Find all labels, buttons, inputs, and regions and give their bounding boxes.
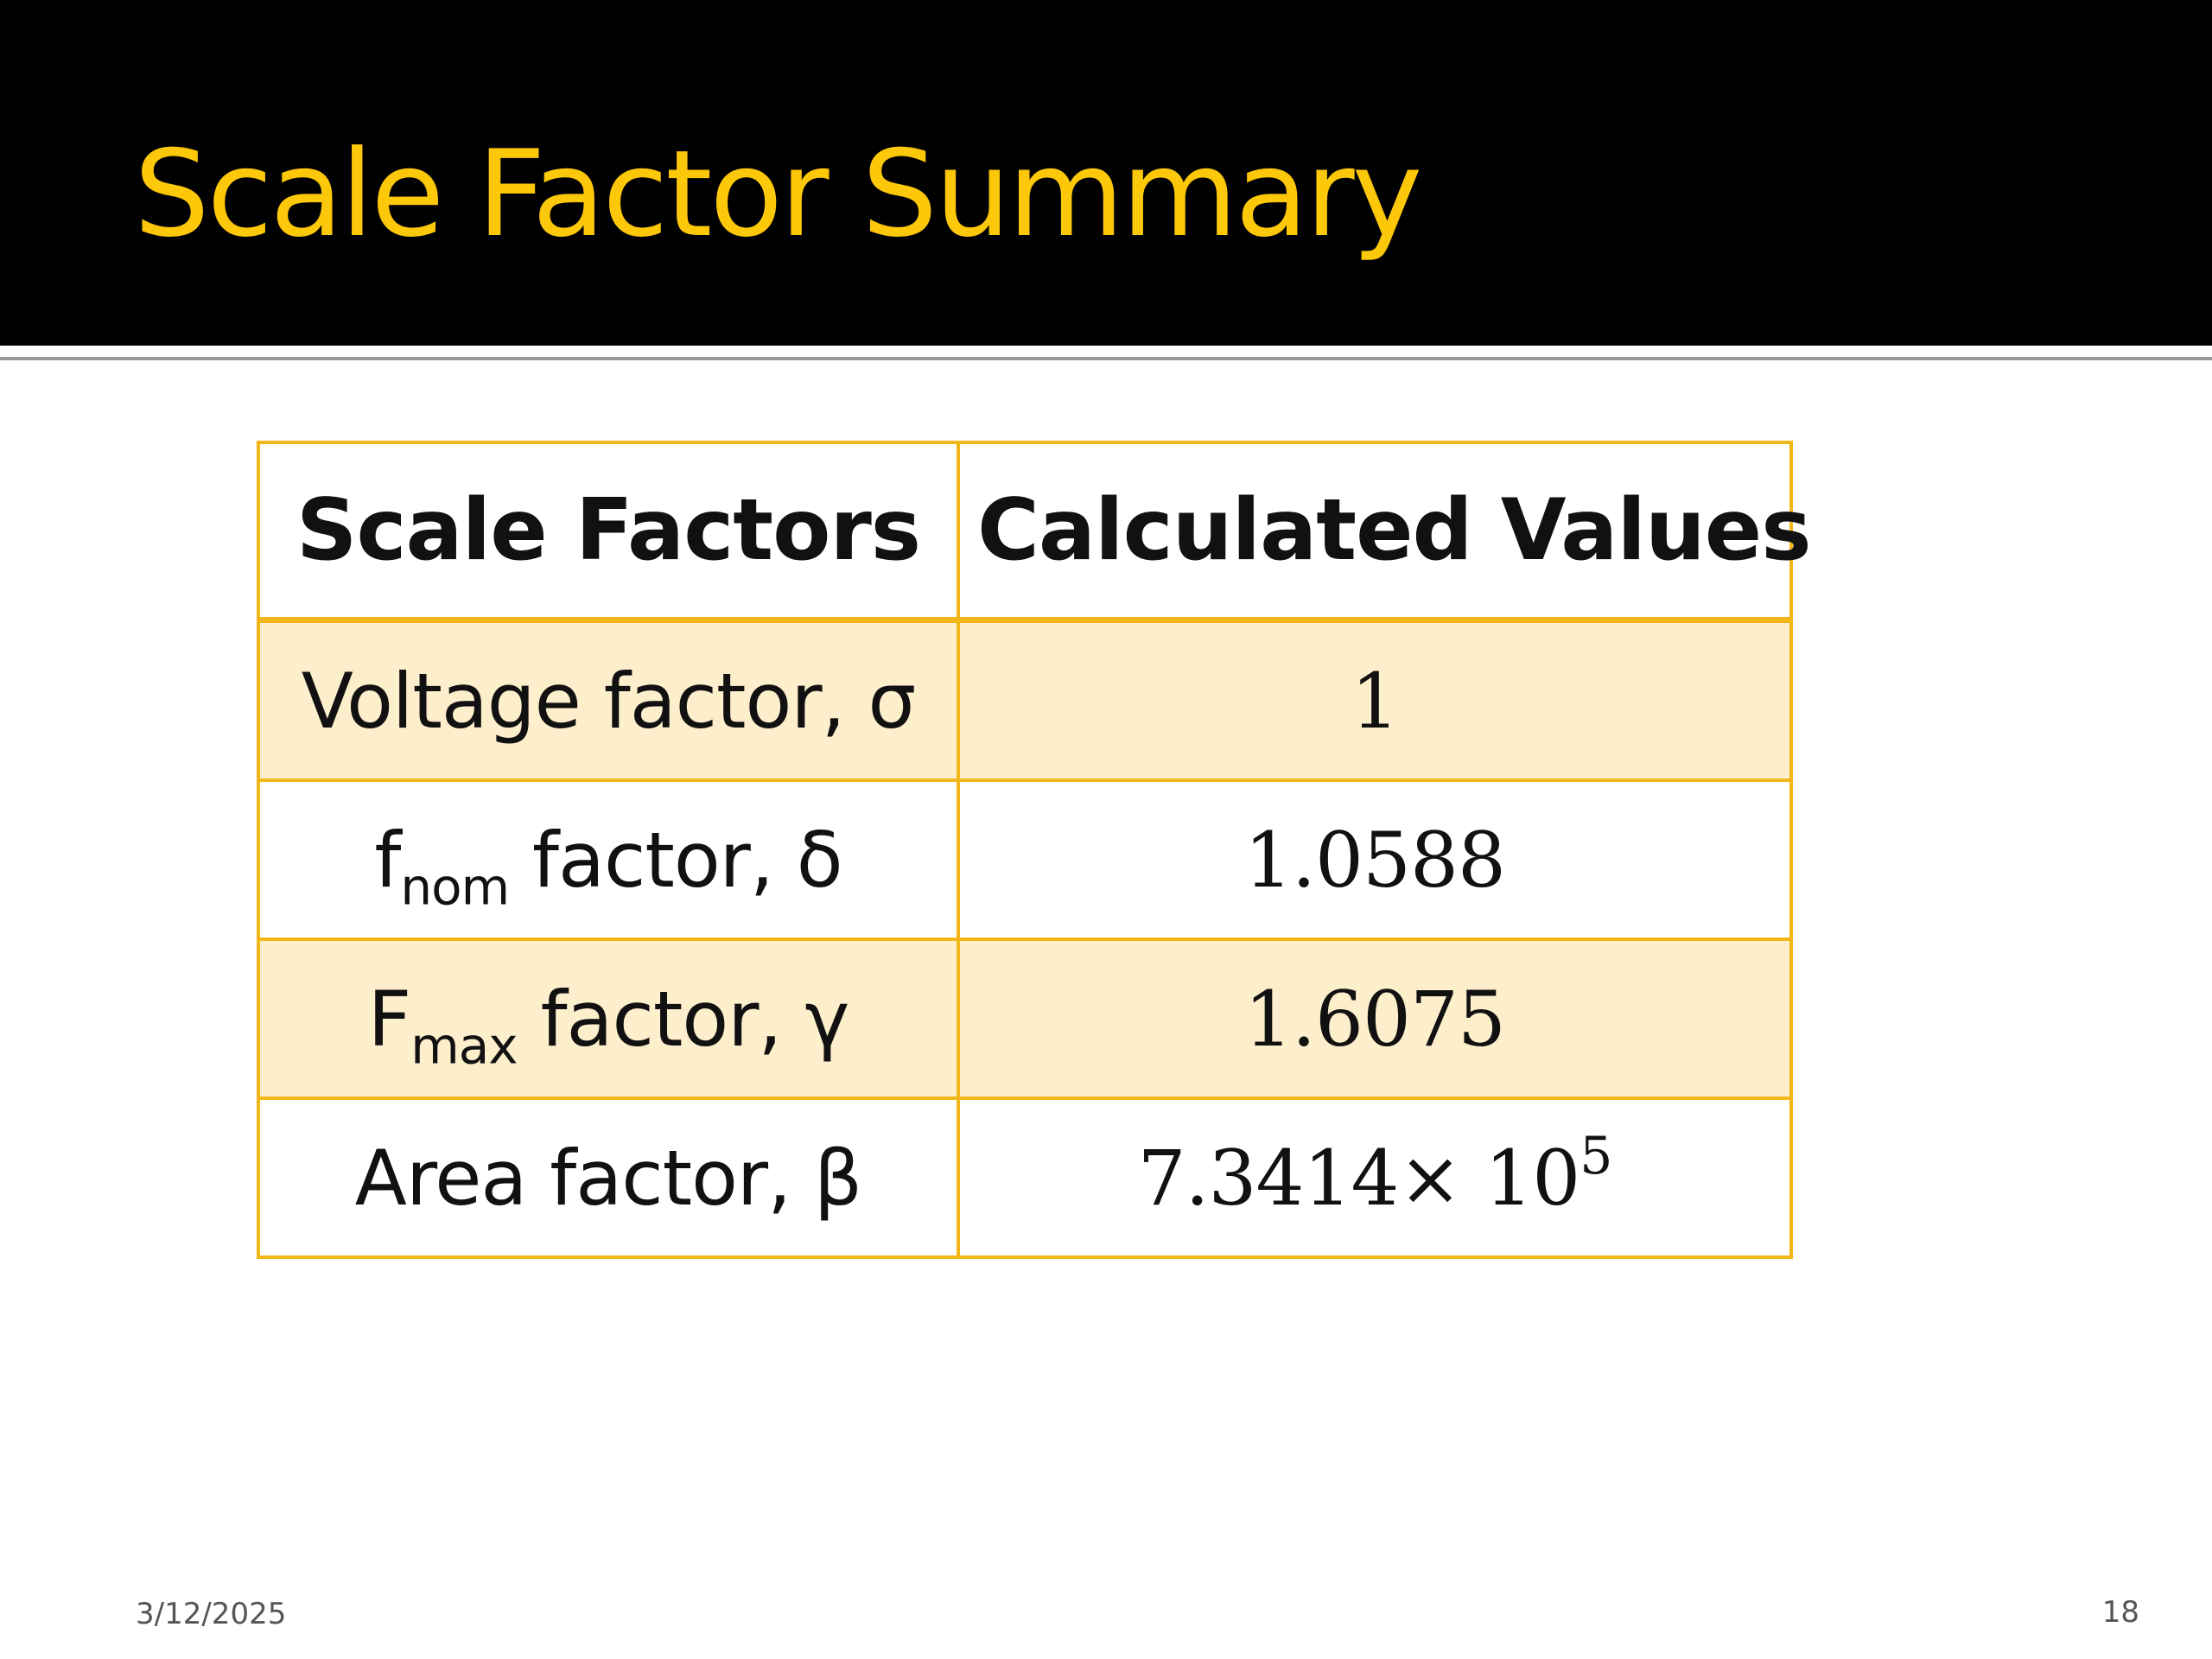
factor-label: factor, γ bbox=[517, 974, 850, 1064]
factor-cell: Fmax factor, γ bbox=[257, 938, 960, 1100]
factor-cell: fnom factor, δ bbox=[257, 779, 960, 941]
table-row: Fmax factor, γ 1.6075 bbox=[257, 938, 1793, 1100]
footer-date: 3/12/2025 bbox=[136, 1597, 287, 1631]
table-row: Voltage factor, σ 1 bbox=[257, 618, 1793, 782]
factor-subscript: nom bbox=[400, 856, 510, 916]
factor-label: factor, δ bbox=[509, 815, 843, 905]
value-cell: 1.0588 bbox=[957, 779, 1793, 941]
factor-symbol: f bbox=[374, 815, 401, 905]
column-header-calculated-values: Calculated Values bbox=[957, 441, 1812, 622]
scale-factor-table-container: Scale Factors Calculated Values Voltage … bbox=[257, 441, 1812, 1259]
value-mantissa: 7.3414 bbox=[1137, 1133, 1400, 1223]
table-row: Area factor, β 7.3414× 105 bbox=[257, 1096, 1793, 1259]
table-header-row: Scale Factors Calculated Values bbox=[257, 441, 1812, 622]
title-divider bbox=[0, 357, 2212, 360]
value-exponent: 5 bbox=[1580, 1125, 1612, 1186]
value-times-ten: × 10 bbox=[1398, 1133, 1581, 1223]
factor-cell: Area factor, β bbox=[257, 1096, 960, 1259]
slide-title: Scale Factor Summary bbox=[134, 124, 1422, 264]
scale-factor-table: Scale Factors Calculated Values Voltage … bbox=[257, 441, 1812, 1259]
factor-subscript: max bbox=[410, 1015, 518, 1075]
page-number: 18 bbox=[2101, 1595, 2139, 1630]
value-cell: 7.3414× 105 bbox=[957, 1096, 1793, 1259]
value-cell: 1 bbox=[957, 618, 1793, 782]
factor-cell: Voltage factor, σ bbox=[257, 618, 960, 782]
value-cell: 1.6075 bbox=[957, 938, 1793, 1100]
title-bar: Scale Factor Summary bbox=[0, 0, 2212, 346]
table-row: fnom factor, δ 1.0588 bbox=[257, 779, 1793, 941]
column-header-scale-factors: Scale Factors bbox=[257, 441, 960, 622]
factor-symbol: F bbox=[367, 974, 412, 1064]
